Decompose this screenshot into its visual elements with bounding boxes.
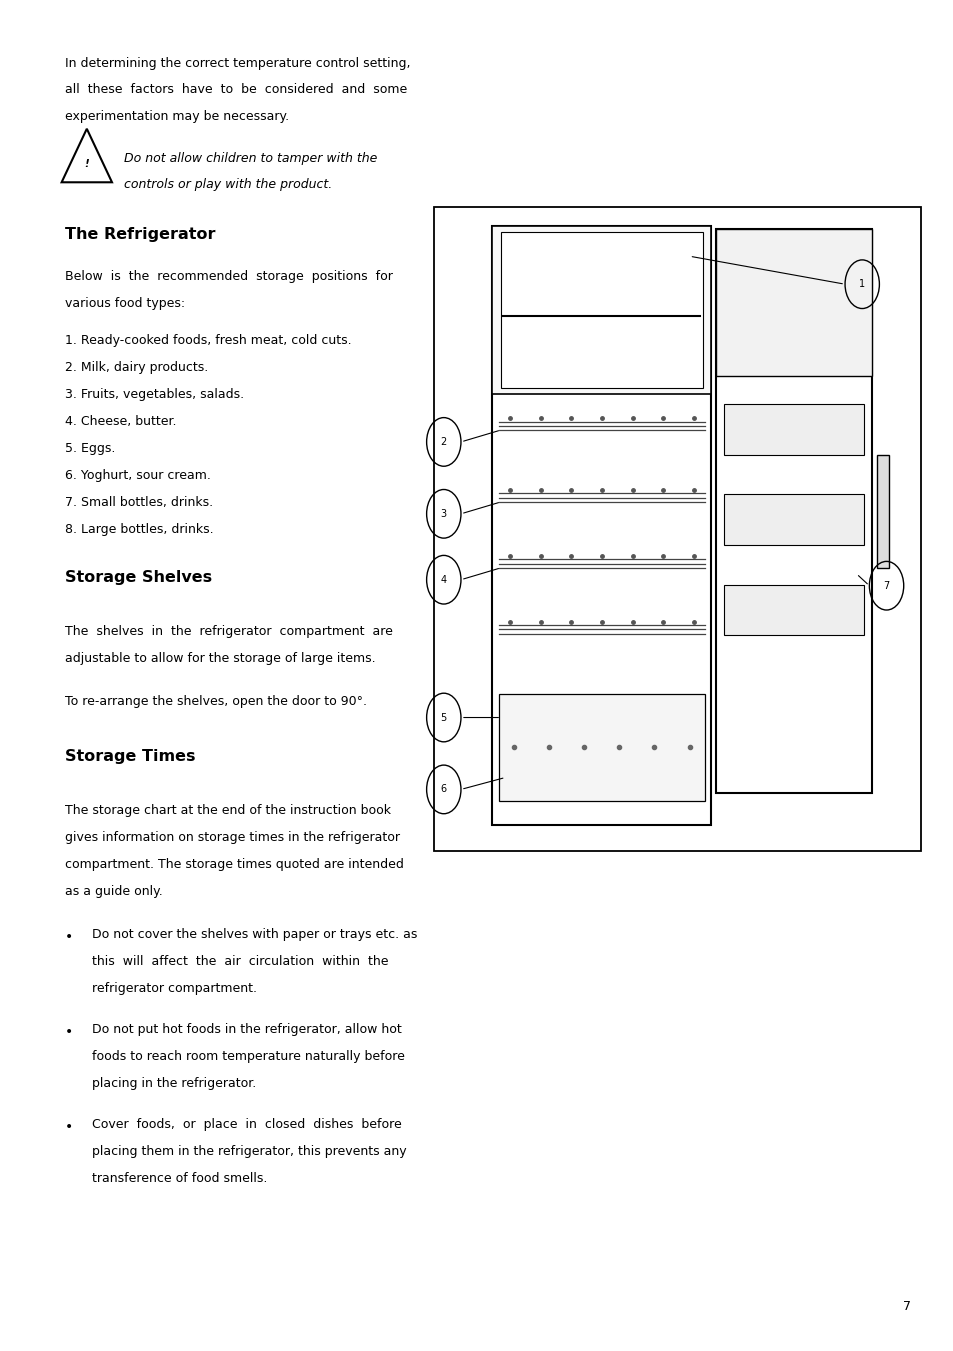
Bar: [492, 226, 711, 825]
Text: 5: 5: [440, 712, 446, 723]
Text: 1. Ready-cooked foods, fresh meat, cold cuts.: 1. Ready-cooked foods, fresh meat, cold …: [65, 334, 351, 347]
Text: !: !: [85, 159, 89, 169]
Text: Storage Shelves: Storage Shelves: [65, 570, 212, 585]
Text: The Refrigerator: The Refrigerator: [65, 227, 215, 242]
Text: To re-arrange the shelves, open the door to 90°.: To re-arrange the shelves, open the door…: [65, 694, 367, 708]
Text: 4: 4: [440, 574, 446, 585]
Text: Below  is  the  recommended  storage  positions  for: Below is the recommended storage positio…: [65, 270, 393, 284]
Text: •: •: [65, 1120, 73, 1133]
Text: 4. Cheese, butter.: 4. Cheese, butter.: [65, 415, 176, 428]
Bar: [500, 232, 702, 388]
Text: 3. Fruits, vegetables, salads.: 3. Fruits, vegetables, salads.: [65, 388, 244, 401]
Text: transference of food smells.: transference of food smells.: [91, 1171, 267, 1185]
Text: The storage chart at the end of the instruction book: The storage chart at the end of the inst…: [65, 804, 391, 817]
Bar: [716, 230, 871, 793]
Text: 2: 2: [440, 436, 446, 447]
Text: 6. Yoghurt, sour cream.: 6. Yoghurt, sour cream.: [65, 469, 211, 482]
Bar: [876, 455, 888, 567]
Bar: [723, 404, 863, 455]
Text: all  these  factors  have  to  be  considered  and  some: all these factors have to be considered …: [65, 84, 407, 96]
Bar: [723, 494, 863, 544]
Bar: [716, 230, 871, 376]
Text: foods to reach room temperature naturally before: foods to reach room temperature naturall…: [91, 1050, 404, 1063]
Text: 5. Eggs.: 5. Eggs.: [65, 442, 115, 455]
Text: 6: 6: [440, 785, 446, 794]
Text: adjustable to allow for the storage of large items.: adjustable to allow for the storage of l…: [65, 653, 375, 665]
Text: Do not allow children to tamper with the: Do not allow children to tamper with the: [124, 151, 377, 165]
Text: placing them in the refrigerator, this prevents any: placing them in the refrigerator, this p…: [91, 1144, 406, 1158]
Text: 2. Milk, dairy products.: 2. Milk, dairy products.: [65, 361, 208, 374]
Text: Do not cover the shelves with paper or trays etc. as: Do not cover the shelves with paper or t…: [91, 928, 416, 942]
Text: experimentation may be necessary.: experimentation may be necessary.: [65, 109, 289, 123]
Bar: [492, 226, 711, 394]
Text: placing in the refrigerator.: placing in the refrigerator.: [91, 1077, 255, 1090]
Text: 7: 7: [882, 581, 889, 590]
Text: In determining the correct temperature control setting,: In determining the correct temperature c…: [65, 57, 410, 70]
Text: 8. Large bottles, drinks.: 8. Large bottles, drinks.: [65, 523, 213, 536]
Text: Cover  foods,  or  place  in  closed  dishes  before: Cover foods, or place in closed dishes b…: [91, 1117, 401, 1131]
Bar: [498, 693, 704, 801]
Text: Storage Times: Storage Times: [65, 750, 195, 765]
Text: refrigerator compartment.: refrigerator compartment.: [91, 982, 256, 996]
Text: various food types:: various food types:: [65, 297, 185, 311]
Text: Do not put hot foods in the refrigerator, allow hot: Do not put hot foods in the refrigerator…: [91, 1023, 401, 1036]
Text: The  shelves  in  the  refrigerator  compartment  are: The shelves in the refrigerator compartm…: [65, 624, 393, 638]
Text: gives information on storage times in the refrigerator: gives information on storage times in th…: [65, 831, 399, 844]
Text: compartment. The storage times quoted are intended: compartment. The storage times quoted ar…: [65, 858, 403, 871]
Text: 1: 1: [859, 280, 864, 289]
Text: this  will  affect  the  air  circulation  within  the: this will affect the air circulation wit…: [91, 955, 388, 969]
Text: 7. Small bottles, drinks.: 7. Small bottles, drinks.: [65, 496, 213, 509]
Text: 3: 3: [440, 509, 446, 519]
Bar: [434, 207, 920, 851]
Bar: [723, 585, 863, 635]
Text: •: •: [65, 929, 73, 944]
Text: 7: 7: [902, 1300, 910, 1313]
Text: as a guide only.: as a guide only.: [65, 885, 162, 898]
Text: controls or play with the product.: controls or play with the product.: [124, 178, 332, 192]
Text: •: •: [65, 1025, 73, 1039]
